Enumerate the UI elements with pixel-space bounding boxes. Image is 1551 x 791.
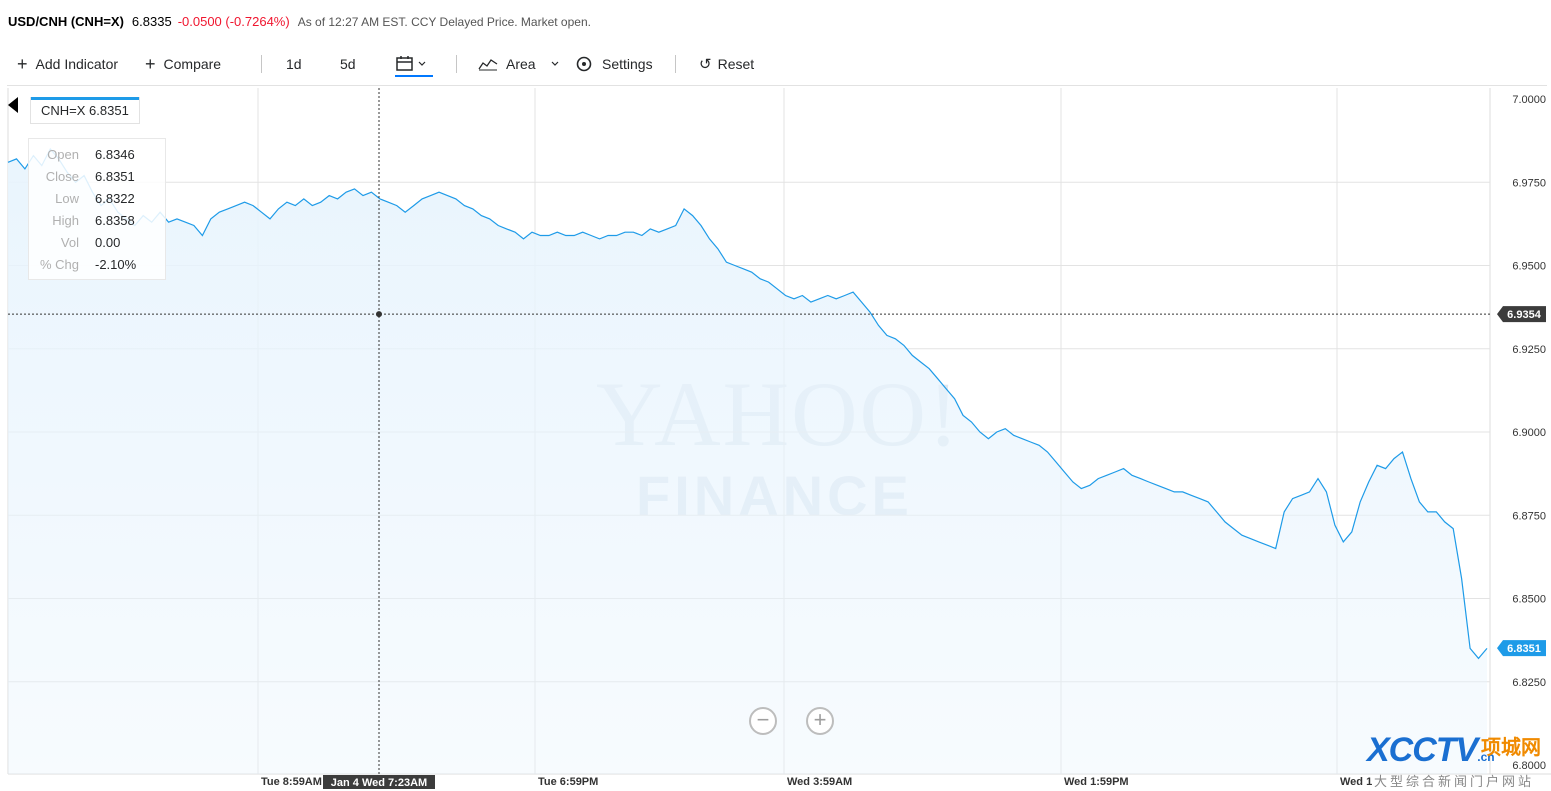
range-5d-button[interactable]: 5d bbox=[340, 42, 356, 86]
compare-button[interactable]: + Compare bbox=[145, 42, 221, 86]
crosshair-y-tag-pointer bbox=[1497, 306, 1503, 323]
y-tick-label: 6.8250 bbox=[1512, 677, 1546, 689]
scroll-left-arrow[interactable] bbox=[8, 97, 18, 113]
zoom-in-button[interactable]: + bbox=[806, 707, 834, 735]
x-tick-label: Tue 6:59PM bbox=[538, 776, 598, 788]
crosshair-x-tag bbox=[323, 775, 435, 789]
crosshair-x-label: Jan 4 Wed 7:23AM bbox=[331, 777, 427, 789]
zoom-out-button[interactable]: − bbox=[749, 707, 777, 735]
chart-type-label: Area bbox=[506, 56, 536, 72]
ohlc-key: Open bbox=[47, 146, 79, 162]
chevron-down-icon bbox=[418, 61, 426, 66]
ohlc-key: High bbox=[52, 212, 79, 228]
ohlc-row: Vol 0.00 bbox=[29, 231, 165, 253]
y-tick-label: 6.8000 bbox=[1512, 760, 1546, 772]
logo-main: XCCTV bbox=[1367, 731, 1478, 769]
y-tick-label: 6.9250 bbox=[1512, 344, 1546, 356]
quote-symbol: USD/CNH (CNH=X) bbox=[8, 14, 124, 29]
chart-type-dropdown[interactable]: Area bbox=[478, 42, 560, 86]
x-tick-label: Tue 8:59AM bbox=[261, 776, 322, 788]
reset-icon: ↺ bbox=[699, 55, 712, 73]
ohlc-row: Open 6.8346 bbox=[29, 143, 165, 165]
toolbar-divider bbox=[675, 55, 676, 73]
range-5d-label: 5d bbox=[340, 56, 356, 72]
logo-cn-name: 项城网 bbox=[1481, 735, 1541, 759]
quote-price: 6.8335 bbox=[131, 14, 172, 29]
add-indicator-label: Add Indicator bbox=[35, 56, 119, 72]
add-indicator-button[interactable]: + Add Indicator bbox=[17, 42, 118, 86]
x-tick-label: Wed 1 bbox=[1340, 776, 1372, 788]
toolbar-divider bbox=[261, 55, 262, 73]
y-tick-label: 6.9000 bbox=[1512, 427, 1546, 439]
settings-button[interactable]: Settings bbox=[575, 42, 653, 86]
chart-toolbar: + Add Indicator + Compare 1d 5d Area Setti… bbox=[7, 42, 1547, 86]
x-tick-label: Wed 3:59AM bbox=[787, 776, 852, 788]
quote-as-of: As of 12:27 AM EST. CCY Delayed Price. M… bbox=[297, 15, 591, 29]
x-tick-label: Wed 1:59PM bbox=[1064, 776, 1129, 788]
settings-label: Settings bbox=[602, 56, 653, 72]
crosshair-y-tag bbox=[1503, 306, 1546, 323]
last-price-tag bbox=[1503, 640, 1546, 657]
range-1d-label: 1d bbox=[286, 56, 302, 72]
ohlc-value: 6.8358 bbox=[95, 212, 135, 228]
series-area-fill bbox=[8, 148, 1487, 774]
ohlc-value: 6.8346 bbox=[95, 146, 135, 162]
ohlc-row: High 6.8358 bbox=[29, 209, 165, 231]
ohlc-value: 6.8322 bbox=[95, 190, 135, 206]
tooltip-symbol-label: CNH=X 6.8351 bbox=[30, 97, 140, 124]
y-tick-label: 7.0000 bbox=[1512, 94, 1546, 106]
last-price-label: 6.8351 bbox=[1507, 643, 1541, 655]
quote-header: USD/CNH (CNH=X) 6.8335 -0.0500 (-0.7264%) A… bbox=[8, 14, 591, 29]
ohlc-value: 0.00 bbox=[95, 234, 121, 250]
gear-icon bbox=[576, 56, 592, 72]
area-chart-icon bbox=[478, 59, 498, 71]
y-tick-label: 6.8750 bbox=[1512, 510, 1546, 522]
ohlc-row: Low 6.8322 bbox=[29, 187, 165, 209]
series-line bbox=[7, 147, 1488, 660]
ohlc-row: Close 6.8351 bbox=[29, 165, 165, 187]
toolbar-divider bbox=[456, 55, 457, 73]
plus-icon: + bbox=[813, 707, 827, 732]
compare-label: Compare bbox=[163, 56, 222, 72]
ohlc-key: Close bbox=[45, 168, 79, 184]
ohlc-row: % Chg -2.10% bbox=[29, 253, 165, 275]
ohlc-value: -2.10% bbox=[95, 256, 137, 272]
reset-button[interactable]: ↺ Reset bbox=[699, 42, 754, 86]
reset-label: Reset bbox=[717, 56, 755, 72]
ohlc-key: % Chg bbox=[39, 256, 79, 272]
plus-icon: + bbox=[17, 54, 28, 74]
logo-tagline: 大型综合新闻门户网站 bbox=[1374, 775, 1535, 790]
date-range-active-indicator bbox=[395, 75, 433, 77]
y-tick-label: 6.9500 bbox=[1512, 261, 1546, 273]
plus-icon: + bbox=[145, 54, 156, 74]
date-range-button[interactable] bbox=[396, 42, 427, 86]
logo-domain: .cn bbox=[1477, 750, 1495, 764]
crosshair-y-label: 6.9354 bbox=[1507, 309, 1542, 321]
quote-change: -0.0500 (-0.7264%) bbox=[177, 14, 290, 29]
calendar-icon bbox=[396, 56, 413, 71]
range-1d-button[interactable]: 1d bbox=[286, 42, 302, 86]
chevron-down-icon bbox=[551, 61, 559, 66]
ohlc-key: Vol bbox=[60, 234, 79, 250]
site-logo: XCCTV.cn 项城网 bbox=[1367, 731, 1541, 770]
crosshair-point bbox=[376, 311, 382, 318]
ohlc-key: Low bbox=[55, 190, 79, 206]
minus-icon: − bbox=[756, 707, 770, 732]
y-tick-label: 6.8500 bbox=[1512, 594, 1546, 606]
ohlc-value: 6.8351 bbox=[95, 168, 135, 184]
last-price-tag-pointer bbox=[1497, 640, 1503, 657]
y-tick-label: 6.9750 bbox=[1512, 177, 1546, 189]
ohlc-tooltip: Open 6.8346 Close 6.8351 Low 6.8322 High 6.8358… bbox=[28, 138, 166, 280]
